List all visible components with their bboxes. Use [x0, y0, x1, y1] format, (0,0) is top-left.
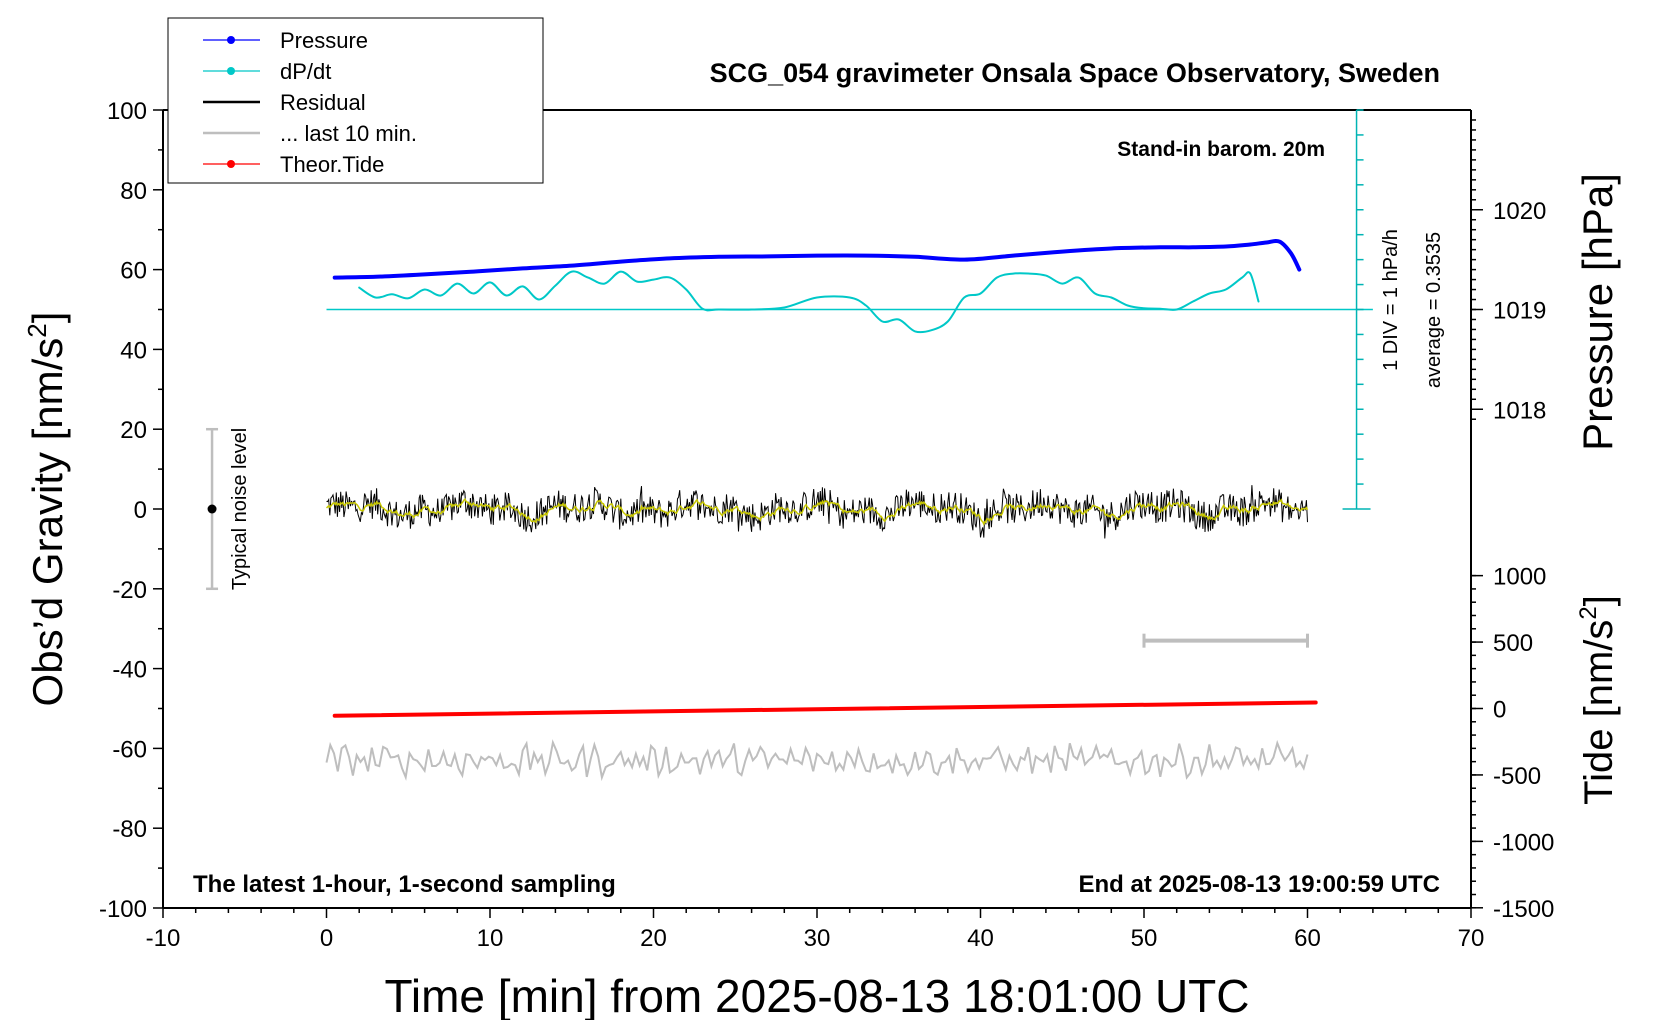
chart-title: SCG_054 gravimeter Onsala Space Observat… — [710, 58, 1440, 88]
series-theor-tide — [332, 700, 1318, 718]
bottom-right-annotation: End at 2025-08-13 19:00:59 UTC — [1079, 871, 1441, 898]
legend-label: Theor.Tide — [280, 152, 384, 177]
pressure-tick-label: 1018 — [1493, 397, 1546, 424]
stand-in-barometer-label: Stand-in barom. 20m — [1117, 138, 1325, 161]
y-tick-label: -40 — [112, 657, 147, 684]
legend-label: ... last 10 min. — [280, 121, 417, 146]
x-tick-label: 40 — [967, 925, 994, 952]
tide-tick-label: -1000 — [1493, 829, 1554, 856]
x-tick-label: 30 — [804, 925, 831, 952]
noise-level-label: Typical noise level — [229, 428, 251, 590]
x-tick-label: 70 — [1458, 925, 1485, 952]
y-tick-label: -20 — [112, 577, 147, 604]
div-scale-label: 1 DIV = 1 hPa/h — [1380, 229, 1402, 371]
y-tick-label: 20 — [120, 417, 147, 444]
series-dp-dt — [358, 270, 1260, 334]
pressure-tick-label: 1019 — [1493, 298, 1546, 325]
x-tick-label: 60 — [1294, 925, 1321, 952]
legend-box — [167, 17, 544, 184]
y-axis-label-tide: Tide [nm/s2] — [1575, 595, 1621, 805]
y-tick-label: 80 — [120, 178, 147, 205]
y-axis-label-tide-sup: 2 — [1575, 606, 1602, 619]
data-series — [206, 109, 1373, 782]
tide-tick-label: 0 — [1493, 697, 1506, 724]
noise-level-center-dot — [207, 504, 217, 514]
tide-tick-label: 1000 — [1493, 564, 1546, 591]
legend-marker — [227, 36, 235, 44]
tide-tick-label: -500 — [1493, 763, 1541, 790]
x-axis-label: Time [min] from 2025-08-13 18:01:00 UTC — [385, 970, 1250, 1020]
y-axis-label-left: Obs’d Gravity [nm/s2] — [22, 312, 71, 707]
y-tick-label: -100 — [99, 896, 147, 923]
y-axis-label-left-sup: 2 — [22, 323, 52, 337]
y-tick-label: 60 — [120, 258, 147, 285]
y-tick-label: 0 — [134, 497, 147, 524]
legend-marker — [227, 160, 235, 168]
average-label: average = 0.3535 — [1423, 232, 1445, 388]
series-pressure — [332, 238, 1302, 280]
tide-tick-label: 500 — [1493, 630, 1533, 657]
legend-label: Pressure — [280, 28, 368, 53]
tide-tick-label: -1500 — [1493, 896, 1554, 923]
x-tick-label: 50 — [1131, 925, 1158, 952]
y-tick-label: 40 — [120, 337, 147, 364]
legend-label: Residual — [280, 90, 366, 115]
y-axis-label-left-main: Obs’d Gravity [nm/s — [24, 338, 71, 707]
legend-label: dP/dt — [280, 59, 331, 84]
residual-smooth-line — [325, 497, 1309, 526]
x-tick-label: 10 — [477, 925, 504, 952]
x-tick-label: -10 — [146, 925, 181, 952]
axis-ticks: -10 0 10 20 30 40 50 60 70-100-80-60-40-20020406… — [99, 98, 1554, 952]
y-axis-label-pressure: Pressure [hPa] — [1574, 173, 1621, 451]
x-tick-label: 0 — [320, 925, 333, 952]
y-axis-label-tide-main: Tide [nm/s — [1577, 620, 1621, 805]
residual-line — [326, 485, 1308, 539]
y-tick-label: 100 — [107, 98, 147, 125]
legend: Pressure dP/dt Residual ... last 10 min. The… — [167, 17, 544, 184]
x-tick-label: 20 — [640, 925, 667, 952]
y-axis-label-tide-end: ] — [1577, 595, 1621, 606]
y-axis-label-left-end: ] — [24, 312, 71, 324]
legend-marker — [227, 67, 235, 75]
pressure-tick-label: 1020 — [1493, 198, 1546, 225]
last-10-min-line — [325, 739, 1309, 782]
y-tick-label: -80 — [112, 816, 147, 843]
y-tick-label: -60 — [112, 736, 147, 763]
bottom-left-annotation: The latest 1-hour, 1-second sampling — [193, 871, 616, 898]
